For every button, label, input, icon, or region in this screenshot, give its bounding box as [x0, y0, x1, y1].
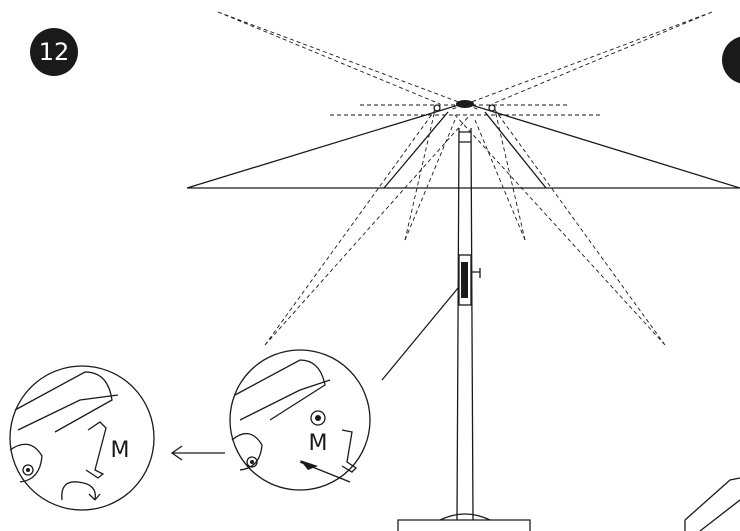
arrow — [170, 445, 225, 461]
table-fragment — [684, 477, 740, 531]
step-badge — [30, 28, 78, 76]
detail-left — [9, 365, 155, 511]
crank-label: M — [111, 438, 130, 463]
base — [397, 513, 531, 531]
crank-label: M — [309, 431, 328, 456]
pole — [381, 127, 481, 521]
step-number: 12 — [39, 38, 70, 66]
next-step-badge — [722, 36, 740, 84]
canopy — [186, 100, 740, 189]
detail-right — [229, 349, 371, 491]
